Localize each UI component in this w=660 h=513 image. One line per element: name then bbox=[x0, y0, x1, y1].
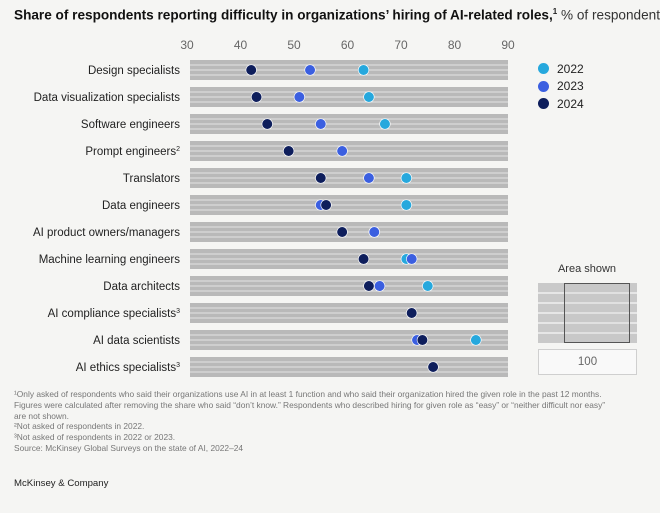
category-label: Data visualization specialists bbox=[34, 92, 181, 104]
data-point-2022 bbox=[357, 64, 370, 76]
legend-item-2023: 2023 bbox=[538, 78, 584, 96]
category-label: AI data scientists bbox=[93, 335, 180, 347]
category-label: Data architects bbox=[103, 281, 180, 293]
area-shown-label: Area shown bbox=[557, 263, 617, 275]
data-point-2024 bbox=[250, 91, 263, 103]
category-label: Design specialists bbox=[88, 65, 180, 77]
x-tick-label: 60 bbox=[341, 38, 355, 52]
data-point-2024 bbox=[336, 226, 348, 238]
data-point-2022 bbox=[470, 334, 482, 346]
area-shown-minimap[interactable] bbox=[538, 283, 637, 343]
data-point-2022 bbox=[400, 172, 412, 184]
data-point-2024 bbox=[357, 253, 370, 265]
data-point-2023 bbox=[406, 253, 418, 265]
data-point-2023 bbox=[368, 226, 380, 238]
x-tick-label: 30 bbox=[180, 38, 194, 52]
data-point-2024 bbox=[427, 361, 439, 373]
category-label: Prompt engineers2 bbox=[85, 146, 180, 158]
zoom-value[interactable]: 100 bbox=[538, 349, 637, 375]
footnote-line: ²Not asked of respondents in 2022. bbox=[14, 421, 145, 432]
data-point-2023 bbox=[315, 118, 327, 130]
footnote-line: are not shown. bbox=[14, 410, 69, 421]
legend-swatch-2022 bbox=[538, 63, 549, 75]
category-label: Software engineers bbox=[81, 119, 180, 131]
data-point-2024 bbox=[320, 199, 332, 211]
category-label: Machine learning engineers bbox=[39, 254, 181, 266]
title-main: Share of respondents reporting difficult… bbox=[14, 7, 553, 23]
footnote-line: Source: McKinsey Global Surveys on the s… bbox=[14, 442, 244, 453]
x-tick-label: 40 bbox=[234, 38, 248, 52]
category-label: Translators bbox=[123, 173, 180, 185]
footnote-line: ¹Only asked of respondents who said thei… bbox=[14, 389, 602, 399]
chart-title: Share of respondents reporting difficult… bbox=[14, 7, 660, 23]
legend-label-2023: 2023 bbox=[557, 79, 584, 94]
data-point-2023 bbox=[336, 145, 348, 157]
data-point-2022 bbox=[363, 91, 375, 103]
footnote-line: ³Not asked of respondents in 2022 or 202… bbox=[14, 432, 176, 443]
data-point-2022 bbox=[422, 280, 434, 292]
data-point-2024 bbox=[363, 280, 375, 292]
area-shown-window[interactable] bbox=[564, 283, 630, 343]
legend-label-2022: 2022 bbox=[557, 61, 584, 76]
data-point-2024 bbox=[315, 172, 327, 184]
title-unit: % of respondents bbox=[557, 7, 660, 23]
data-point-2023 bbox=[304, 64, 316, 76]
data-point-2023 bbox=[363, 172, 375, 184]
data-point-2024 bbox=[406, 307, 418, 319]
x-tick-label: 80 bbox=[448, 38, 462, 52]
data-point-2023 bbox=[374, 280, 386, 292]
footnotes: ¹Only asked of respondents who said thei… bbox=[14, 389, 644, 454]
legend-label-2024: 2024 bbox=[557, 96, 584, 111]
title-footnote-marker: 1 bbox=[552, 7, 558, 16]
category-label: AI product owners/managers bbox=[33, 227, 180, 239]
brand-logo-text: McKinsey & Company bbox=[14, 478, 109, 489]
data-point-2024 bbox=[283, 145, 295, 157]
x-tick-label: 90 bbox=[501, 38, 515, 52]
data-point-2024 bbox=[416, 334, 429, 346]
data-point-2022 bbox=[400, 199, 412, 211]
data-point-2024 bbox=[261, 118, 273, 130]
data-point-2023 bbox=[293, 91, 305, 103]
x-tick-label: 70 bbox=[394, 38, 408, 52]
legend-item-2024: 2024 bbox=[538, 95, 584, 113]
legend: 2022 2023 2024 bbox=[538, 60, 584, 113]
category-label: Data engineers bbox=[102, 200, 180, 212]
legend-swatch-2023 bbox=[538, 80, 549, 92]
data-point-2024 bbox=[245, 64, 257, 76]
category-label: AI compliance specialists3 bbox=[48, 308, 180, 320]
x-tick-label: 50 bbox=[287, 38, 301, 52]
legend-item-2022: 2022 bbox=[538, 60, 584, 78]
legend-swatch-2024 bbox=[538, 98, 549, 110]
category-label: AI ethics specialists3 bbox=[76, 362, 180, 374]
footnote-line: Figures were calculated after removing t… bbox=[14, 399, 606, 410]
data-point-2022 bbox=[379, 118, 391, 130]
